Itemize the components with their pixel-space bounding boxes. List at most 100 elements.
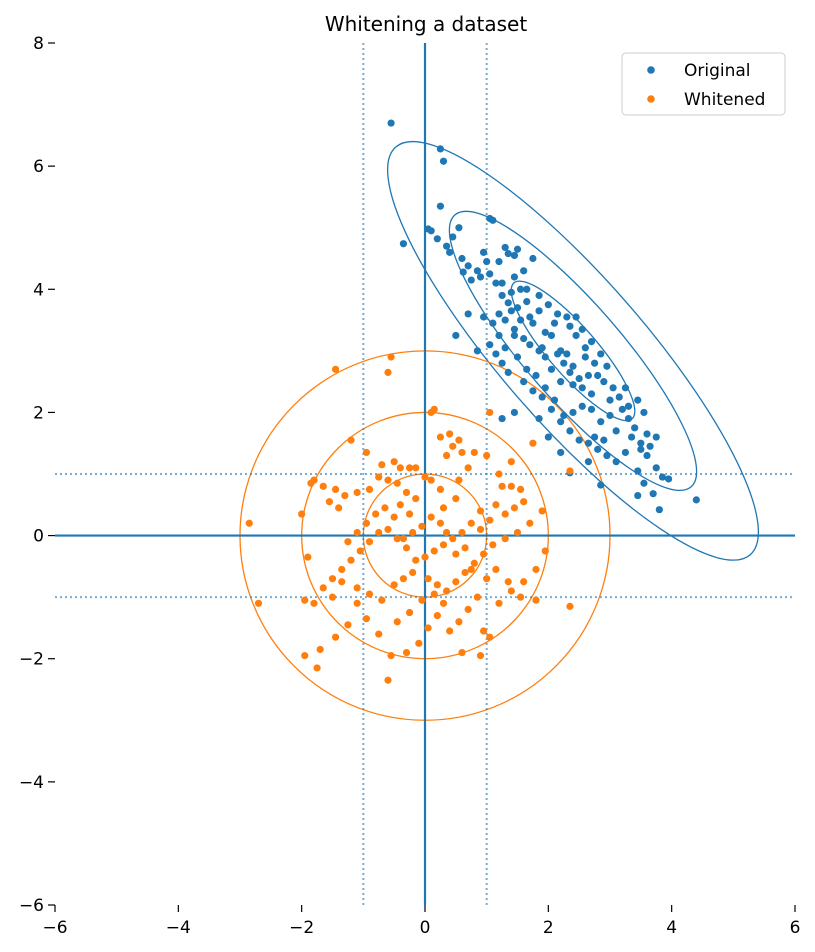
original-point	[621, 448, 630, 457]
whitened-point	[566, 467, 574, 475]
whitened-point	[436, 519, 445, 527]
original-point	[578, 325, 586, 333]
original-point	[594, 371, 602, 380]
whitened-point	[529, 439, 537, 447]
original-point	[590, 433, 599, 441]
whitened-point	[331, 485, 340, 493]
whitened-point	[470, 448, 478, 457]
whitened-point	[325, 498, 334, 506]
whitened-point	[452, 578, 460, 586]
original-point	[618, 405, 626, 413]
original-point	[557, 347, 565, 355]
whitened-point	[532, 565, 540, 574]
original-point	[507, 288, 515, 296]
original-point	[652, 464, 660, 472]
original-ellipse-3sigma	[386, 140, 760, 561]
whitened-point	[449, 442, 457, 450]
whitened-point	[467, 519, 475, 527]
original-point	[553, 310, 562, 318]
original-point	[495, 257, 503, 266]
whitened-point	[396, 501, 404, 509]
original-point	[541, 328, 549, 336]
original-point	[692, 496, 700, 504]
original-point	[501, 316, 509, 324]
whitened-point	[504, 578, 512, 586]
whitened-point	[458, 448, 466, 457]
whitened-point	[455, 476, 463, 484]
whitened-point	[412, 495, 420, 503]
original-point	[634, 467, 642, 475]
whitened-point	[526, 519, 534, 527]
whitened-point	[532, 596, 540, 604]
whitened-point	[331, 633, 340, 641]
whitened-point	[476, 652, 485, 660]
original-point	[510, 273, 519, 281]
whitened-point	[442, 451, 451, 460]
whitened-point	[507, 482, 515, 490]
whitened-point	[409, 528, 417, 537]
original-point	[624, 402, 633, 410]
original-point	[560, 411, 568, 420]
whitened-point	[387, 353, 395, 361]
original-point	[581, 353, 589, 361]
original-point	[464, 262, 472, 270]
whitened-point	[298, 510, 306, 518]
whitened-point	[390, 581, 398, 589]
x-tick-label: 0	[420, 918, 431, 938]
whitened-point	[353, 488, 361, 497]
whitened-point	[424, 624, 432, 632]
original-point	[547, 405, 556, 413]
original-point	[544, 433, 552, 441]
original-point	[578, 402, 586, 410]
whitened-point	[353, 599, 361, 607]
original-point	[643, 451, 651, 460]
whitened-point	[390, 458, 398, 466]
whitened-point	[384, 676, 392, 684]
original-point	[535, 291, 543, 300]
whitened-point	[365, 485, 374, 493]
whitened-point	[402, 648, 411, 657]
whitened-point	[520, 578, 528, 586]
whitened-point	[476, 525, 485, 534]
whitened-point	[341, 491, 349, 500]
axes: −6 −4 −2 0 2 4 6 −6 −4 −2 0 2 4 6 8	[19, 34, 800, 938]
whitened-point	[384, 525, 392, 534]
whitened-point	[415, 639, 423, 647]
whitened-point	[455, 436, 463, 444]
original-point	[510, 331, 519, 340]
original-point	[621, 384, 630, 392]
whitened-point	[405, 608, 414, 617]
original-point	[587, 390, 596, 398]
whitened-point	[396, 464, 404, 472]
whitened-point	[399, 575, 408, 583]
original-point	[523, 298, 531, 306]
original-point	[535, 347, 543, 355]
whitened-point	[538, 507, 546, 515]
whitened-point	[319, 584, 327, 592]
original-point	[664, 475, 673, 483]
original-point	[658, 473, 667, 481]
original-point	[609, 384, 617, 392]
x-tick-label: 6	[790, 918, 801, 938]
x-tick-label: 4	[666, 918, 677, 938]
original-point	[544, 301, 552, 309]
whitened-point	[516, 593, 525, 601]
y-tick-label: 2	[33, 403, 44, 423]
original-point	[566, 368, 574, 377]
whitened-point	[507, 587, 515, 595]
original-point	[652, 433, 660, 441]
original-point	[498, 359, 506, 367]
original-point	[640, 479, 648, 487]
whitened-point	[452, 495, 460, 503]
whitened-point	[393, 618, 401, 626]
original-point	[587, 338, 596, 346]
original-point	[560, 359, 568, 367]
y-tick-label: 8	[33, 34, 44, 54]
whitened-point	[335, 504, 343, 512]
original-point	[637, 439, 645, 447]
original-point	[458, 254, 466, 263]
original-point	[449, 233, 457, 241]
whitened-point	[489, 541, 497, 549]
original-point	[492, 350, 500, 358]
original-point	[513, 353, 522, 361]
